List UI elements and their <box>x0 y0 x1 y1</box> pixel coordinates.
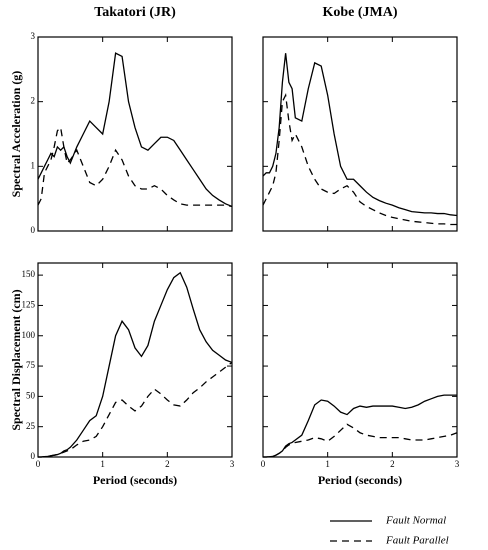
x-axis-label: Period (seconds) <box>93 473 177 487</box>
plot-frame <box>37 262 233 458</box>
series-line <box>262 53 458 217</box>
y-tick-label: 0 <box>31 225 36 235</box>
y-axis-label: Spectral Acceleration (g) <box>9 71 23 198</box>
y-tick-label: 50 <box>26 390 36 400</box>
series-line <box>37 52 233 208</box>
y-tick-label: 0 <box>31 451 36 461</box>
y-tick-label: 3 <box>31 31 36 41</box>
series-line <box>262 92 457 226</box>
series-line <box>38 271 233 458</box>
chart-title: Kobe (JMA) <box>322 5 397 20</box>
plot-frame <box>262 262 458 458</box>
y-tick-label: 75 <box>26 360 36 370</box>
y-tick-label: 100 <box>22 330 36 340</box>
x-tick-label: 3 <box>455 459 460 469</box>
series-line <box>38 361 233 458</box>
x-tick-label: 0 <box>36 459 41 469</box>
chart-title: Takatori (JR) <box>94 5 176 20</box>
x-tick-label: 2 <box>390 459 395 469</box>
series-line <box>37 126 233 208</box>
series-line <box>263 394 457 458</box>
x-tick-label: 1 <box>100 459 105 469</box>
x-tick-label: 0 <box>261 459 266 469</box>
plot-frame <box>37 36 233 232</box>
y-axis-label: Spectral Displacement (cm) <box>9 289 23 430</box>
y-tick-label: 25 <box>26 421 36 431</box>
y-tick-label: 1 <box>31 160 36 170</box>
x-tick-label: 2 <box>165 459 170 469</box>
x-tick-label: 1 <box>325 459 330 469</box>
y-tick-label: 150 <box>22 269 36 279</box>
legend-label: Fault Normal <box>385 515 446 527</box>
series-line <box>263 423 458 458</box>
y-tick-label: 125 <box>22 300 36 310</box>
x-tick-label: 3 <box>230 459 235 469</box>
plot-frame <box>262 36 458 232</box>
x-axis-label: Period (seconds) <box>318 473 402 487</box>
y-tick-label: 2 <box>31 96 36 106</box>
legend-label: Fault Parallel <box>385 535 449 547</box>
